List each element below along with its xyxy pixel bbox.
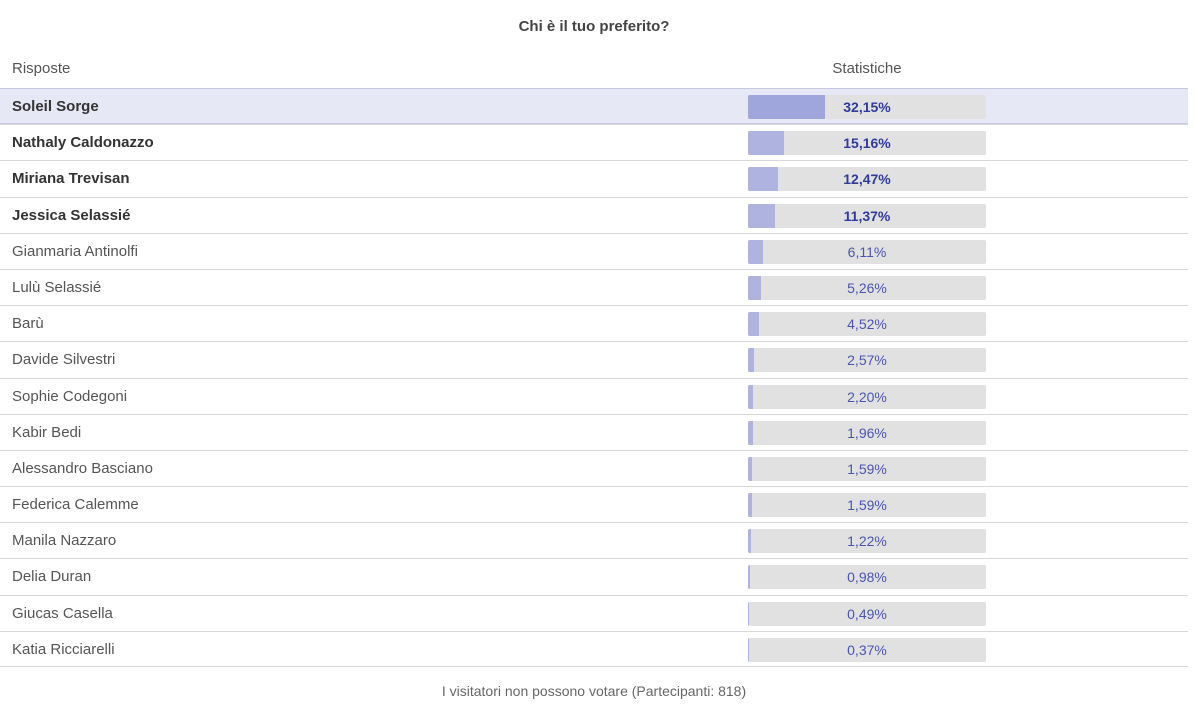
- result-percentage: 2,57%: [847, 352, 887, 369]
- result-bar-track: 2,20%: [748, 384, 986, 409]
- poll-footer-note: I visitatori non possono votare (Parteci…: [441, 683, 747, 699]
- poll-option-row: Delia Duran 0,98%: [0, 558, 1188, 594]
- result-bar-fill: [748, 384, 754, 409]
- result-percentage: 1,96%: [847, 424, 887, 441]
- result-bar-track: 32,15%: [748, 95, 986, 119]
- result-bar-track: 0,98%: [748, 565, 986, 590]
- poll-option-row: Barù 4,52%: [0, 305, 1188, 341]
- poll-option-row: Jessica Selassié 11,37%: [0, 196, 1188, 233]
- poll-option-row: Kabir Bedi 1,96%: [0, 413, 1188, 450]
- poll-option-row: Miriana Trevisan 12,47%: [0, 160, 1188, 196]
- result-bar-track: 0,49%: [748, 601, 986, 626]
- result-percentage: 12,47%: [843, 171, 891, 188]
- stats-column-header: Statistiche: [832, 60, 902, 77]
- poll-option-label: Federica Calemme: [12, 496, 139, 514]
- result-percentage: 5,26%: [847, 279, 887, 296]
- result-percentage: 6,11%: [847, 243, 887, 260]
- result-percentage: 32,15%: [843, 99, 891, 115]
- result-bar-track: 5,26%: [748, 275, 986, 300]
- result-bar-fill: [748, 420, 753, 445]
- result-bar-fill: [748, 95, 825, 119]
- result-bar-track: 6,11%: [748, 239, 986, 264]
- poll-option-label: Miriana Trevisan: [12, 170, 130, 188]
- poll-option-label: Katia Ricciarelli: [12, 640, 115, 658]
- result-percentage: 0,49%: [847, 605, 887, 622]
- result-bar-track: 0,37%: [748, 637, 986, 662]
- result-bar-track: 12,47%: [748, 167, 986, 192]
- result-percentage: 2,20%: [847, 388, 887, 405]
- poll-option-row: Lulù Selassié 5,26%: [0, 268, 1188, 305]
- result-percentage: 0,98%: [847, 569, 887, 586]
- result-bar-fill: [748, 565, 751, 590]
- poll-option-label: Soleil Sorge: [12, 98, 99, 115]
- poll-option-row: Katia Ricciarelli 0,37%: [0, 630, 1188, 667]
- result-percentage: 0,37%: [847, 641, 887, 658]
- result-bar-fill: [748, 203, 776, 228]
- poll-option-row: Soleil Sorge 32,15%: [0, 88, 1188, 125]
- poll-option-row: Manila Nazzaro 1,22%: [0, 522, 1188, 558]
- result-bar-track: 2,57%: [748, 348, 986, 373]
- poll-option-row: Davide Silvestri 2,57%: [0, 341, 1188, 377]
- poll-title: Chi è il tuo preferito?: [518, 18, 670, 35]
- poll-option-row: Sophie Codegoni 2,20%: [0, 377, 1188, 414]
- result-bar-track: 11,37%: [748, 203, 986, 228]
- poll-option-row: Federica Calemme 1,59%: [0, 486, 1188, 522]
- poll-option-row: Giucas Casella 0,49%: [0, 594, 1188, 631]
- result-bar-fill: [748, 348, 755, 373]
- result-bar-fill: [748, 529, 751, 554]
- poll-option-row: Gianmaria Antinolfi 6,11%: [0, 232, 1188, 269]
- result-percentage: 11,37%: [843, 207, 891, 224]
- result-bar-fill: [748, 456, 752, 481]
- poll-option-label: Gianmaria Antinolfi: [12, 242, 138, 260]
- poll-option-label: Davide Silvestri: [12, 351, 116, 369]
- result-percentage: 1,22%: [847, 533, 887, 550]
- poll-option-row: Alessandro Basciano 1,59%: [0, 449, 1188, 486]
- poll-option-row: Nathaly Caldonazzo 15,16%: [0, 124, 1188, 160]
- poll-option-label: Manila Nazzaro: [12, 532, 117, 550]
- poll-option-label: Kabir Bedi: [12, 423, 82, 441]
- poll-options-list: Soleil Sorge 32,15% Nathaly Caldonazzo 15,1…: [0, 88, 1188, 667]
- result-bar-track: 1,59%: [748, 456, 986, 481]
- poll-option-label: Sophie Codegoni: [12, 387, 128, 405]
- answers-column-header: Risposte: [12, 60, 71, 77]
- result-bar-fill: [748, 312, 759, 337]
- result-bar-fill: [748, 493, 752, 518]
- poll-option-label: Alessandro Basciano: [12, 459, 153, 477]
- poll-option-label: Delia Duran: [12, 568, 92, 586]
- poll-option-label: Giucas Casella: [12, 604, 113, 622]
- result-percentage: 1,59%: [847, 460, 887, 477]
- result-percentage: 4,52%: [847, 316, 887, 333]
- result-bar-track: 1,22%: [748, 529, 986, 554]
- poll-option-label: Barù: [12, 315, 44, 333]
- result-bar-track: 4,52%: [748, 312, 986, 337]
- result-bar-fill: [748, 131, 785, 156]
- result-bar-track: 15,16%: [748, 131, 986, 156]
- result-bar-fill: [748, 275, 761, 300]
- result-percentage: 15,16%: [843, 135, 891, 152]
- result-bar-fill: [748, 167, 778, 192]
- poll-option-label: Nathaly Caldonazzo: [12, 134, 154, 152]
- result-bar-track: 1,59%: [748, 493, 986, 518]
- result-bar-fill: [748, 601, 750, 626]
- poll-option-label: Lulù Selassié: [12, 278, 102, 296]
- result-bar-fill: [748, 239, 763, 264]
- result-bar-track: 1,96%: [748, 420, 986, 445]
- result-percentage: 1,59%: [847, 497, 887, 514]
- poll-option-label: Jessica Selassié: [12, 206, 131, 224]
- result-bar-fill: [748, 637, 749, 662]
